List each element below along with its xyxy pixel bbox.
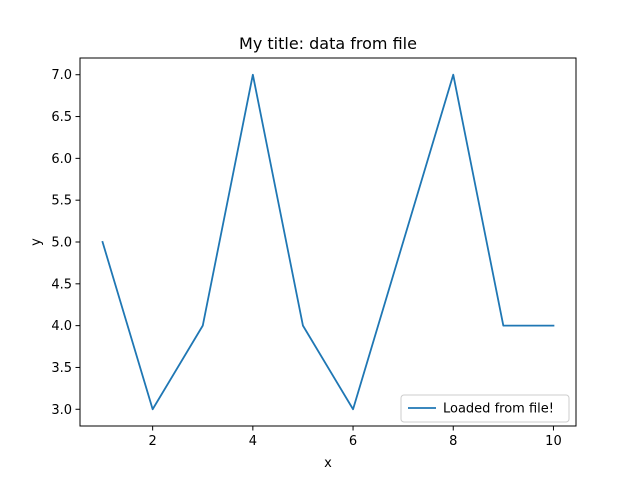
y-tick-label: 3.5 bbox=[51, 361, 72, 376]
y-tick-label: 4.0 bbox=[51, 319, 72, 334]
x-axis: 2 4 6 8 10 bbox=[149, 426, 562, 449]
legend: Loaded from file! bbox=[400, 394, 570, 423]
y-tick-label: 6.5 bbox=[51, 110, 72, 125]
x-tick-label: 6 bbox=[349, 434, 357, 449]
y-axis-label: y bbox=[29, 238, 44, 246]
x-tick-label: 8 bbox=[449, 434, 457, 449]
y-tick-label: 5.5 bbox=[51, 194, 72, 209]
y-tick-label: 3.0 bbox=[51, 403, 72, 418]
x-tick-label: 4 bbox=[249, 434, 257, 449]
x-axis-label: x bbox=[324, 456, 332, 471]
legend-box bbox=[400, 394, 570, 423]
x-tick-label: 10 bbox=[545, 434, 562, 449]
x-tick-label: 2 bbox=[149, 434, 157, 449]
y-tick-label: 4.5 bbox=[51, 277, 72, 292]
y-tick-label: 6.0 bbox=[51, 152, 72, 167]
plot-area bbox=[101, 73, 555, 411]
y-tick-label: 7.0 bbox=[51, 68, 72, 83]
y-axis: 3.0 3.5 4.0 4.5 5.0 5.5 6.0 6.5 7.0 bbox=[51, 68, 80, 418]
legend-entry-label: Loaded from file! bbox=[443, 402, 554, 417]
series-line-0 bbox=[101, 73, 555, 411]
chart-title: My title: data from file bbox=[239, 34, 417, 53]
y-tick-label: 5.0 bbox=[51, 236, 72, 251]
